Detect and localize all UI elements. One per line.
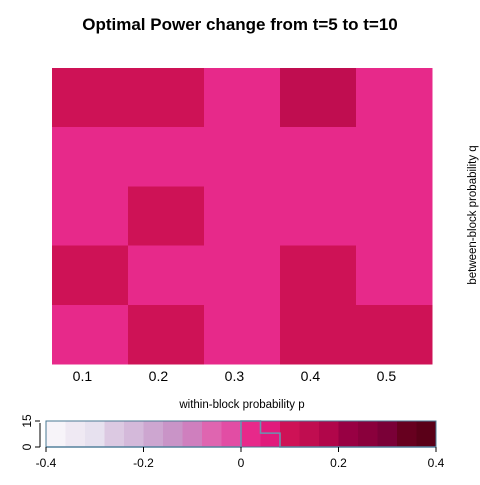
colorbar-swatch <box>46 421 66 447</box>
heatmap-cell <box>204 186 281 247</box>
colorbar-swatch <box>182 421 203 447</box>
chart-title: Optimal Power change from t=5 to t=10 <box>82 15 398 34</box>
histogram-y-tick-label: 15 <box>20 414 34 428</box>
colorbar-swatch <box>358 421 378 447</box>
heatmap-cell <box>204 127 281 187</box>
histogram-y-tick-label: 0 <box>20 443 34 450</box>
x-axis-label: within-block probability p <box>178 399 304 411</box>
x-tick-labels: 0.1 0.2 0.3 0.4 0.5 <box>73 368 397 384</box>
x-tick-label: 0.4 <box>301 368 321 384</box>
heatmap-cell <box>52 127 129 187</box>
heatmap-cell <box>128 68 205 128</box>
colorbar-swatch <box>416 421 437 447</box>
heatmap-cell <box>128 245 205 306</box>
colorbar-swatch <box>319 421 339 447</box>
colorbar-swatch <box>124 421 144 447</box>
colorbar-swatch <box>397 421 417 447</box>
heatmap-cell <box>52 304 129 365</box>
colorbar-tick-label: 0 <box>238 456 245 470</box>
heatmap-cell <box>280 186 357 247</box>
heatmap-cell <box>280 127 357 187</box>
colorbar-swatch <box>377 421 398 447</box>
heatmap-cell <box>128 127 205 187</box>
heatmap-cell <box>52 68 129 128</box>
heatmap-cell <box>356 186 433 247</box>
colorbar-tick-label: 0.2 <box>330 456 347 470</box>
heatmap-cell <box>204 304 281 365</box>
colorbar-tick-label: -0.2 <box>133 456 154 470</box>
x-tick-label: 0.3 <box>225 368 245 384</box>
heatmap-cell <box>128 186 205 247</box>
heatmap-cell <box>356 304 433 365</box>
heatmap-cells <box>52 68 433 365</box>
colorbar-swatch <box>163 421 183 447</box>
heatmap-cell <box>128 304 205 365</box>
heatmap-cell <box>356 245 433 306</box>
heatmap-cell <box>280 245 357 306</box>
colorbar-swatch <box>338 421 359 447</box>
colorbar-swatch <box>85 421 105 447</box>
colorbar-swatch <box>299 421 320 447</box>
heatmap-cell <box>204 245 281 306</box>
heatmap-cell <box>52 186 129 247</box>
heatmap-cell <box>356 68 433 128</box>
colorbar-swatch <box>280 421 300 447</box>
heatmap-cell <box>204 68 281 128</box>
colorbar-swatch <box>202 421 222 447</box>
colorbar-swatch <box>104 421 125 447</box>
colorbar-tick-label: 0.4 <box>428 456 445 470</box>
heatmap-cell <box>52 245 129 306</box>
colorbar-swatch <box>241 421 261 447</box>
heatmap-cell <box>280 68 357 128</box>
x-tick-label: 0.1 <box>73 368 93 384</box>
y-axis-label: between-block probability q <box>467 145 479 284</box>
colorbar: -0.4 -0.2 0 0.2 0.4 0 15 <box>20 414 445 470</box>
x-tick-label: 0.2 <box>149 368 169 384</box>
colorbar-swatch <box>260 421 281 447</box>
heatmap-cell <box>280 304 357 365</box>
colorbar-swatch <box>65 421 86 447</box>
colorbar-swatch <box>221 421 242 447</box>
colorbar-tick-label: -0.4 <box>36 456 57 470</box>
x-tick-label: 0.5 <box>377 368 397 384</box>
colorbar-swatch <box>143 421 164 447</box>
heatmap-cell <box>356 127 433 187</box>
